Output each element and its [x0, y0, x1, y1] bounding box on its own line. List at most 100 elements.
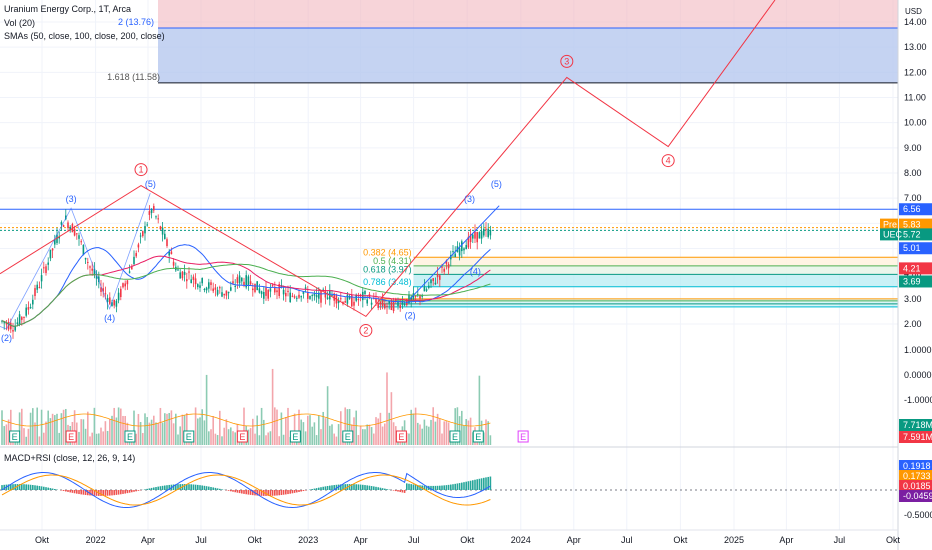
candle-body — [487, 228, 489, 237]
volume-bar — [51, 413, 54, 445]
macd-histogram-bar — [252, 490, 254, 496]
macd-histogram-bar — [436, 485, 439, 490]
volume-bar — [78, 431, 80, 445]
time-axis[interactable]: Okt 2022 Apr Jul Okt 2023 Apr Jul Okt 2024 Apr Jul O… — [0, 529, 900, 545]
candle-body — [300, 296, 302, 298]
candle-body — [476, 231, 478, 243]
candle-body — [392, 301, 395, 312]
candle-body — [263, 291, 265, 299]
volume-legend[interactable]: Vol (20) — [4, 18, 36, 28]
sma-legend[interactable]: SMAs (50, close, 100, close, 200, close) — [4, 31, 165, 41]
volume-bar — [179, 426, 181, 445]
time-tick-label: Jul — [834, 535, 846, 545]
macd-histogram-bar — [289, 490, 291, 494]
macd-badge-label-badge — [899, 490, 932, 502]
candle-body — [450, 255, 452, 260]
volume-bar — [230, 427, 232, 445]
candle-body — [309, 295, 311, 299]
time-tick-label: 2023 — [298, 535, 318, 545]
volume-bar — [370, 427, 373, 445]
price-badge-label-tag: Pre — [883, 220, 897, 230]
candle-body — [201, 278, 203, 284]
earnings-letter: E — [12, 432, 18, 442]
volume-bar — [252, 418, 254, 445]
volume-bar — [234, 432, 236, 445]
price-axis[interactable]: 14.0013.0012.0011.0010.009.008.007.006.0… — [880, 0, 932, 550]
candle-body — [395, 298, 397, 301]
candle-body — [80, 241, 82, 243]
volume-bar — [144, 413, 146, 445]
macd-histogram-bar — [27, 484, 30, 490]
volume-bar — [54, 415, 56, 445]
macd-histogram-bar — [115, 490, 118, 495]
volume-bar — [210, 429, 212, 445]
currency-label[interactable]: USD — [905, 7, 922, 16]
volume-bar — [153, 415, 155, 445]
candle-body — [388, 300, 390, 304]
price-tick-label: 8.00 — [904, 168, 922, 178]
candle-body — [324, 291, 327, 298]
macd-histogram-bar — [69, 490, 71, 493]
earnings-letter: E — [127, 432, 133, 442]
volume-bar — [359, 425, 362, 445]
volume-bar — [27, 428, 30, 445]
volume-ma-line — [1, 413, 491, 427]
candle-body — [10, 322, 12, 330]
candle-body — [225, 290, 228, 296]
candle-body — [82, 244, 85, 256]
volume-bar — [175, 413, 177, 445]
macd-histogram-bar — [197, 484, 199, 490]
macd-histogram-bar — [144, 489, 146, 490]
volume-bar — [258, 435, 261, 445]
volume-bar — [170, 410, 173, 445]
macd-histogram-bar — [351, 484, 353, 490]
macd-histogram-bar — [10, 484, 12, 490]
price-badge-label-badge — [899, 275, 932, 288]
time-tick-label: Okt — [35, 535, 50, 545]
macd-histogram-bar — [128, 490, 131, 493]
volume-bar — [395, 426, 397, 445]
macd-histogram-bar — [214, 487, 217, 490]
price-badge-label: 5.01 — [903, 243, 921, 253]
volume-bar — [307, 415, 309, 445]
elliott-waves: 1 2 3 4 (2) (3) (4) (5) (2) (3) (4) (5) — [0, 0, 776, 343]
macd-tick-label: -1.0000 — [904, 395, 932, 405]
price-tick-label: 13.00 — [904, 42, 927, 52]
macd-histogram-bar — [67, 490, 69, 492]
volume-bar — [436, 413, 439, 445]
candle-body — [333, 293, 335, 301]
macd-histogram-bar — [302, 490, 305, 492]
symbol-title[interactable]: Uranium Energy Corp., 1T, Arca — [4, 4, 132, 14]
macd-histogram-bar — [300, 490, 302, 492]
macd-histogram-bar — [208, 486, 210, 490]
price-tick-label: 10.00 — [904, 118, 927, 128]
volume-bar — [89, 436, 91, 445]
price-badge-label-badge — [899, 218, 932, 231]
volume-bar — [84, 428, 87, 445]
macd-histogram-bar — [150, 487, 153, 490]
candle-body — [419, 294, 421, 299]
macd-histogram-bar — [417, 485, 419, 490]
macd-histogram-bar — [219, 488, 221, 490]
candle-body — [463, 248, 465, 251]
candle-body — [390, 299, 393, 310]
volume-bar — [73, 410, 76, 445]
macd-histogram-bar — [216, 488, 219, 490]
volume-bar — [150, 419, 153, 445]
candle-body — [51, 248, 54, 251]
macd-histogram-bar — [265, 490, 267, 496]
volume-bar — [417, 422, 419, 445]
volume-bar — [329, 425, 331, 445]
macd-histogram-bar — [45, 487, 47, 490]
macd-histogram-bar — [454, 483, 456, 490]
volume-bar — [463, 425, 465, 445]
earnings-letter: E — [398, 432, 404, 442]
macd-legend[interactable]: MACD+RSI (close, 12, 26, 9, 14) — [4, 453, 136, 463]
candle-body — [157, 218, 159, 220]
candle-body — [186, 279, 188, 282]
candle-body — [69, 226, 71, 231]
price-badge-label-badge — [899, 228, 932, 241]
time-tick-label: Okt — [673, 535, 688, 545]
candle-body — [131, 267, 133, 270]
